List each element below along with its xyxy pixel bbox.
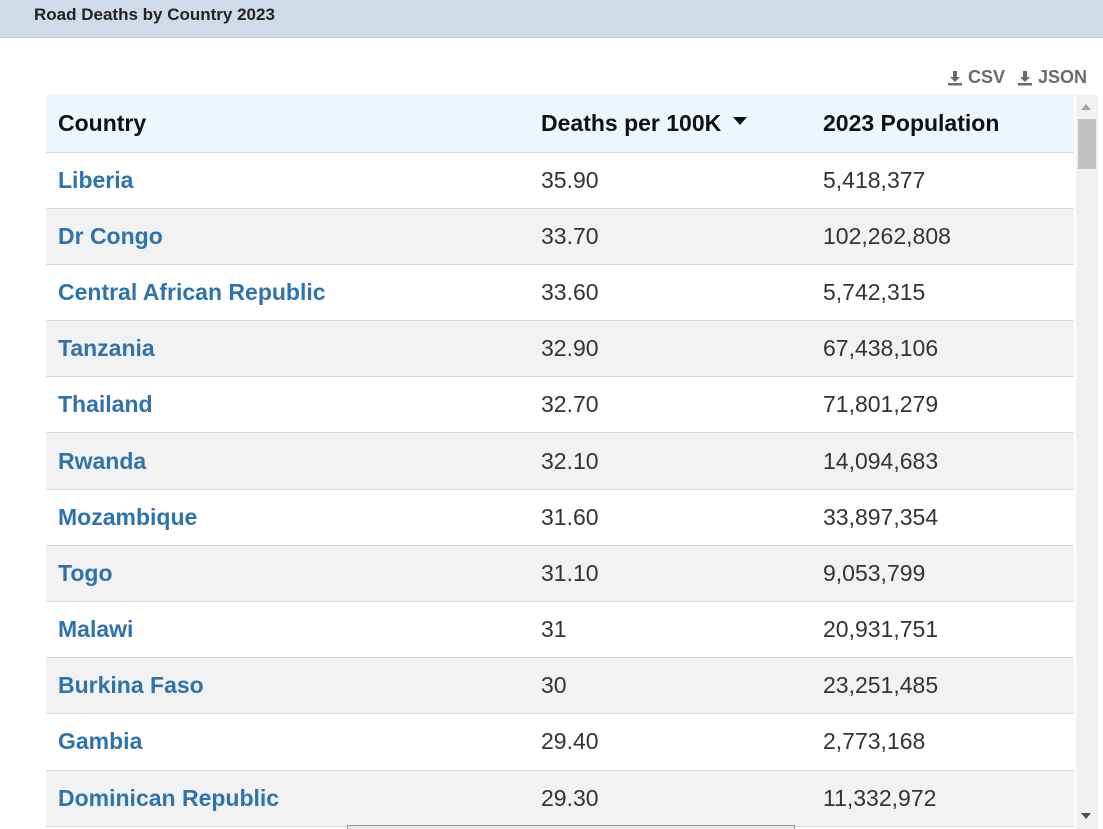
country-link[interactable]: Liberia xyxy=(58,166,134,193)
page-title: Road Deaths by Country 2023 xyxy=(34,5,275,24)
cell-country: Mozambique xyxy=(46,489,529,545)
download-links: CSV JSON xyxy=(947,67,1087,88)
cell-deaths-per-100k: 33.60 xyxy=(541,278,599,305)
table-row: Thailand 32.70 71,801,279 xyxy=(46,377,1074,433)
cell-country: Burkina Faso xyxy=(46,658,529,714)
download-icon xyxy=(947,70,962,85)
country-link[interactable]: Dr Congo xyxy=(58,222,163,249)
country-link[interactable]: Rwanda xyxy=(58,447,147,474)
cell-deaths-per-100k: 31.60 xyxy=(541,503,599,530)
cell-deaths-per-100k: 29.30 xyxy=(541,784,599,811)
country-link[interactable]: Thailand xyxy=(58,391,153,418)
table-row: Liberia 35.90 5,418,377 xyxy=(46,152,1074,209)
cell-population: 5,742,315 xyxy=(823,278,926,305)
table-row: Dominican Republic 29.30 11,332,972 xyxy=(46,770,1074,827)
country-link[interactable]: Dominican Republic xyxy=(58,784,280,811)
download-csv-label: CSV xyxy=(967,67,1005,87)
column-header-country[interactable]: Country xyxy=(46,95,529,153)
table-header-row: Country Deaths per 100K 2023 Population xyxy=(46,95,1074,153)
country-link[interactable]: Central African Republic xyxy=(58,278,326,305)
column-header-population[interactable]: 2023 Population xyxy=(811,95,1074,153)
table-row: Dr Congo 33.70 102,262,808 xyxy=(46,208,1074,265)
table-row: Malawi 31 20,931,751 xyxy=(46,602,1074,658)
cell-country: Tanzania xyxy=(46,321,529,377)
table-row: Central African Republic 33.60 5,742,315 xyxy=(46,264,1074,321)
road-deaths-table: Country Deaths per 100K 2023 Population … xyxy=(46,95,1074,827)
cell-country: Liberia xyxy=(46,152,529,208)
cell-deaths-per-100k: 31.10 xyxy=(541,559,599,586)
scroll-up-icon[interactable] xyxy=(1081,104,1091,110)
sort-descending-icon xyxy=(733,116,748,125)
cell-population: 9,053,799 xyxy=(823,559,926,586)
table-row: Rwanda 32.10 14,094,683 xyxy=(46,432,1074,490)
scrollbar-thumb[interactable] xyxy=(1078,119,1096,169)
cell-deaths-per-100k: 33.70 xyxy=(541,222,599,249)
cell-population: 23,251,485 xyxy=(823,672,939,699)
cell-country: Central African Republic xyxy=(46,264,529,320)
scroll-down-icon[interactable] xyxy=(1081,813,1091,819)
country-link[interactable]: Togo xyxy=(58,559,113,586)
download-csv-button[interactable]: CSV xyxy=(947,67,1005,88)
cell-deaths-per-100k: 32.90 xyxy=(541,335,599,362)
cell-population: 14,094,683 xyxy=(823,447,939,474)
table-row: Tanzania 32.90 67,438,106 xyxy=(46,320,1074,377)
cell-deaths-per-100k: 29.40 xyxy=(541,728,599,755)
column-header-deaths[interactable]: Deaths per 100K xyxy=(529,95,811,153)
country-link[interactable]: Mozambique xyxy=(58,503,198,530)
table-row: Togo 31.10 9,053,799 xyxy=(46,545,1074,602)
vertical-scrollbar[interactable] xyxy=(1076,95,1098,829)
cell-population: 71,801,279 xyxy=(823,391,939,418)
download-json-label: JSON xyxy=(1037,67,1087,87)
cell-country: Malawi xyxy=(46,602,529,658)
cell-population: 67,438,106 xyxy=(823,335,939,362)
cell-deaths-per-100k: 35.90 xyxy=(541,166,599,193)
cell-population: 102,262,808 xyxy=(823,222,951,249)
cell-population: 33,897,354 xyxy=(823,503,939,530)
country-link[interactable]: Burkina Faso xyxy=(58,672,204,699)
cell-population: 11,332,972 xyxy=(823,784,937,811)
bottom-panel-edge xyxy=(347,825,795,829)
cell-deaths-per-100k: 32.10 xyxy=(541,447,599,474)
title-bar: Road Deaths by Country 2023 xyxy=(0,0,1103,38)
table-row: Burkina Faso 30 23,251,485 xyxy=(46,657,1074,714)
cell-population: 2,773,168 xyxy=(823,728,926,755)
cell-country: Thailand xyxy=(46,377,529,433)
data-table-container: Country Deaths per 100K 2023 Population … xyxy=(46,95,1074,829)
cell-country: Gambia xyxy=(46,714,529,770)
cell-deaths-per-100k: 31 xyxy=(541,616,567,643)
country-link[interactable]: Malawi xyxy=(58,616,134,643)
cell-country: Togo xyxy=(46,545,529,601)
table-row: Mozambique 31.60 33,897,354 xyxy=(46,489,1074,546)
cell-country: Dominican Republic xyxy=(46,770,529,826)
cell-population: 20,931,751 xyxy=(823,616,939,643)
cell-country: Rwanda xyxy=(46,433,529,489)
cell-country: Dr Congo xyxy=(46,208,529,264)
country-link[interactable]: Tanzania xyxy=(58,335,155,362)
cell-population: 5,418,377 xyxy=(823,166,926,193)
download-icon xyxy=(1017,70,1032,85)
download-json-button[interactable]: JSON xyxy=(1017,67,1087,88)
table-row: Gambia 29.40 2,773,168 xyxy=(46,714,1074,771)
country-link[interactable]: Gambia xyxy=(58,728,143,755)
cell-deaths-per-100k: 30 xyxy=(541,672,567,699)
cell-deaths-per-100k: 32.70 xyxy=(541,391,599,418)
